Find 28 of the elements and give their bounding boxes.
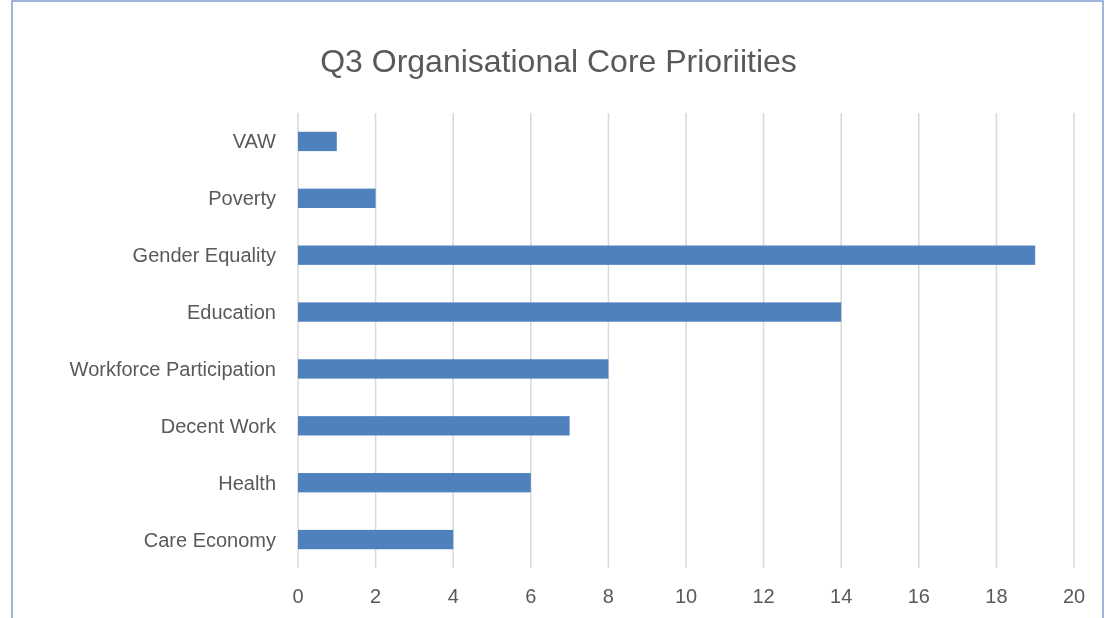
x-tick-label: 6: [525, 585, 537, 607]
bar: [298, 359, 609, 379]
y-tick-label: Poverty: [208, 187, 276, 210]
bar: [298, 245, 1036, 265]
bar: [298, 473, 531, 493]
chart-title: Q3 Organisational Core Prioriities: [320, 43, 797, 79]
x-tick-label: 12: [752, 585, 775, 607]
x-tick-label: 10: [674, 585, 698, 607]
x-tick-label: 14: [830, 585, 853, 607]
x-tick-label: 20: [1062, 585, 1086, 607]
y-tick-label: Decent Work: [160, 414, 277, 437]
y-tick-label: Health: [218, 471, 276, 494]
y-tick-label: VAW: [232, 130, 277, 153]
bar: [298, 302, 842, 322]
bar: [298, 188, 376, 208]
x-tick-label: 16: [907, 585, 930, 607]
x-tick-label: 0: [292, 585, 304, 607]
x-tick-label: 18: [985, 585, 1008, 607]
x-tick-label: 4: [447, 585, 459, 607]
bar: [298, 529, 454, 550]
y-tick-label: Workforce Participation: [69, 357, 276, 380]
y-tick-label: Gender Equality: [132, 244, 276, 267]
bar: [298, 416, 570, 436]
y-tick-label: Education: [187, 301, 276, 324]
bar: [298, 131, 337, 152]
x-tick-label: 2: [370, 585, 382, 607]
y-tick-label: Care Economy: [143, 528, 276, 551]
x-tick-label: 8: [602, 585, 614, 607]
